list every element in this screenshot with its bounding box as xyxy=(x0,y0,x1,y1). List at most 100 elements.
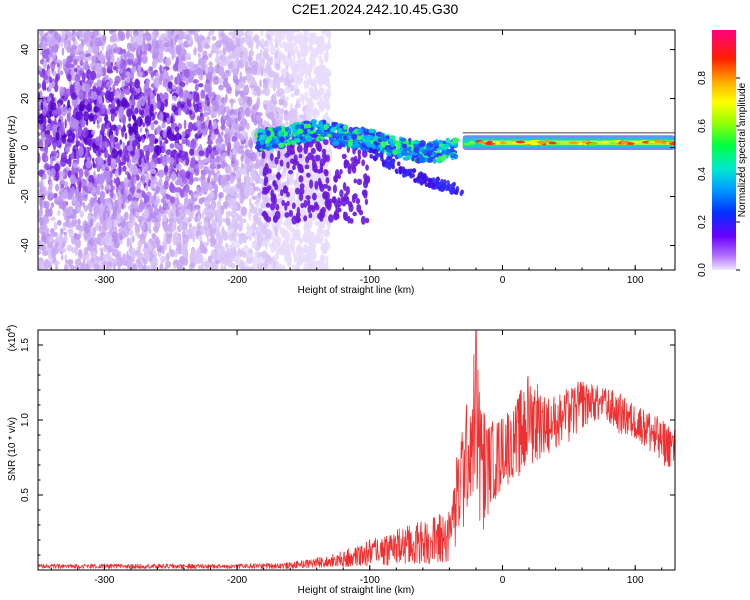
spectral-sample xyxy=(304,74,308,80)
spectral-sample xyxy=(42,172,47,180)
trace-sample xyxy=(318,120,323,126)
spectral-sample xyxy=(217,217,222,228)
spectral-sample xyxy=(271,193,277,200)
spectral-sample xyxy=(114,90,120,98)
spectral-sample xyxy=(179,222,184,228)
spectral-sample xyxy=(80,139,84,145)
spectral-sample xyxy=(284,114,288,119)
spectral-sample xyxy=(234,117,239,125)
spectral-sample xyxy=(284,152,290,158)
spectral-sample xyxy=(269,45,277,56)
spectral-sample xyxy=(141,192,147,199)
spectral-sample xyxy=(295,183,299,189)
trace-sample xyxy=(368,128,374,134)
spectral-sample xyxy=(280,95,286,101)
spectral-sample xyxy=(78,168,84,178)
spectral-sample xyxy=(193,48,197,56)
spectral-sample xyxy=(249,140,253,150)
spectral-sample xyxy=(155,43,160,49)
spectral-sample xyxy=(165,252,170,262)
spectral-sample xyxy=(175,208,179,218)
spectral-sample xyxy=(151,218,156,223)
spectral-sample xyxy=(54,260,60,266)
spectral-sample xyxy=(68,157,72,168)
spectral-sample xyxy=(162,71,169,80)
spectral-sample xyxy=(228,98,236,104)
spectral-sample xyxy=(234,131,238,138)
spectral-sample xyxy=(173,231,177,239)
spectral-sample xyxy=(77,43,84,53)
spectral-sample xyxy=(77,125,83,137)
spectral-sample xyxy=(292,164,296,171)
spectral-sample xyxy=(298,153,303,159)
spectral-sample xyxy=(309,54,314,64)
spectral-sample xyxy=(152,54,159,60)
spectral-sample xyxy=(312,192,317,201)
chart-title: C2E1.2024.242.10.45.G30 xyxy=(292,1,459,17)
spectral-sample xyxy=(326,43,332,50)
spectral-sample xyxy=(154,157,158,165)
spectral-sample xyxy=(213,75,219,81)
spectral-sample xyxy=(101,104,106,111)
spectral-sample xyxy=(101,91,106,96)
spectral-sample xyxy=(249,149,253,154)
spectral-sample xyxy=(42,223,48,234)
spectral-sample xyxy=(306,77,312,85)
spectral-sample xyxy=(43,201,47,209)
spectral-sample xyxy=(180,188,184,199)
spectral-sample xyxy=(309,179,314,189)
spectral-sample xyxy=(218,84,224,91)
spectral-sample xyxy=(318,55,322,61)
spectral-sample xyxy=(250,152,257,162)
spectral-sample xyxy=(78,183,82,193)
spectral-sample xyxy=(130,251,136,260)
spectral-sample xyxy=(325,79,330,86)
spectral-sample xyxy=(98,225,102,233)
spectral-sample xyxy=(163,202,168,209)
spectral-sample xyxy=(303,57,306,67)
spectral-sample xyxy=(192,79,199,84)
spectral-sample xyxy=(101,141,105,151)
spectral-sample xyxy=(134,118,138,127)
spectral-sample xyxy=(274,156,279,165)
spectral-sample xyxy=(234,160,239,172)
spectral-sample xyxy=(78,30,83,37)
spectral-sample xyxy=(253,162,260,170)
spectral-sample xyxy=(43,162,50,170)
spectral-sample xyxy=(263,176,269,184)
spectral-sample xyxy=(171,52,175,61)
spectral-sample xyxy=(293,83,299,90)
spectral-sample xyxy=(205,81,210,92)
spectral-sample xyxy=(100,248,103,255)
spectral-sample xyxy=(271,106,279,112)
spectral-sample xyxy=(250,188,255,195)
spectral-sample xyxy=(333,198,338,208)
spectral-sample xyxy=(339,168,343,175)
spectral-sample xyxy=(201,212,205,219)
trace-sample xyxy=(256,140,261,146)
spectral-sample xyxy=(270,256,274,263)
spectral-sample xyxy=(323,51,329,61)
spectral-sample xyxy=(318,198,325,203)
spectral-sample xyxy=(244,174,247,185)
spectral-sample xyxy=(337,200,342,208)
spectral-sample xyxy=(313,66,318,74)
spectral-sample xyxy=(222,47,227,55)
spectral-sample xyxy=(186,229,192,236)
spectral-sample xyxy=(45,207,51,217)
spectral-sample xyxy=(311,261,316,270)
spectral-sample xyxy=(130,104,135,112)
spectral-sample xyxy=(168,132,175,142)
spectral-sample xyxy=(187,61,195,69)
spectral-sample xyxy=(41,131,45,142)
spectral-sample xyxy=(337,173,342,180)
spectral-sample xyxy=(63,263,68,270)
spectral-sample xyxy=(307,152,313,160)
spectral-sample xyxy=(182,139,186,145)
spectral-sample xyxy=(168,244,172,252)
spectral-sample xyxy=(153,120,159,125)
spectral-sample xyxy=(211,208,217,216)
spectral-sample xyxy=(238,250,245,255)
spectral-sample xyxy=(243,260,249,267)
spectral-sample xyxy=(99,255,104,262)
